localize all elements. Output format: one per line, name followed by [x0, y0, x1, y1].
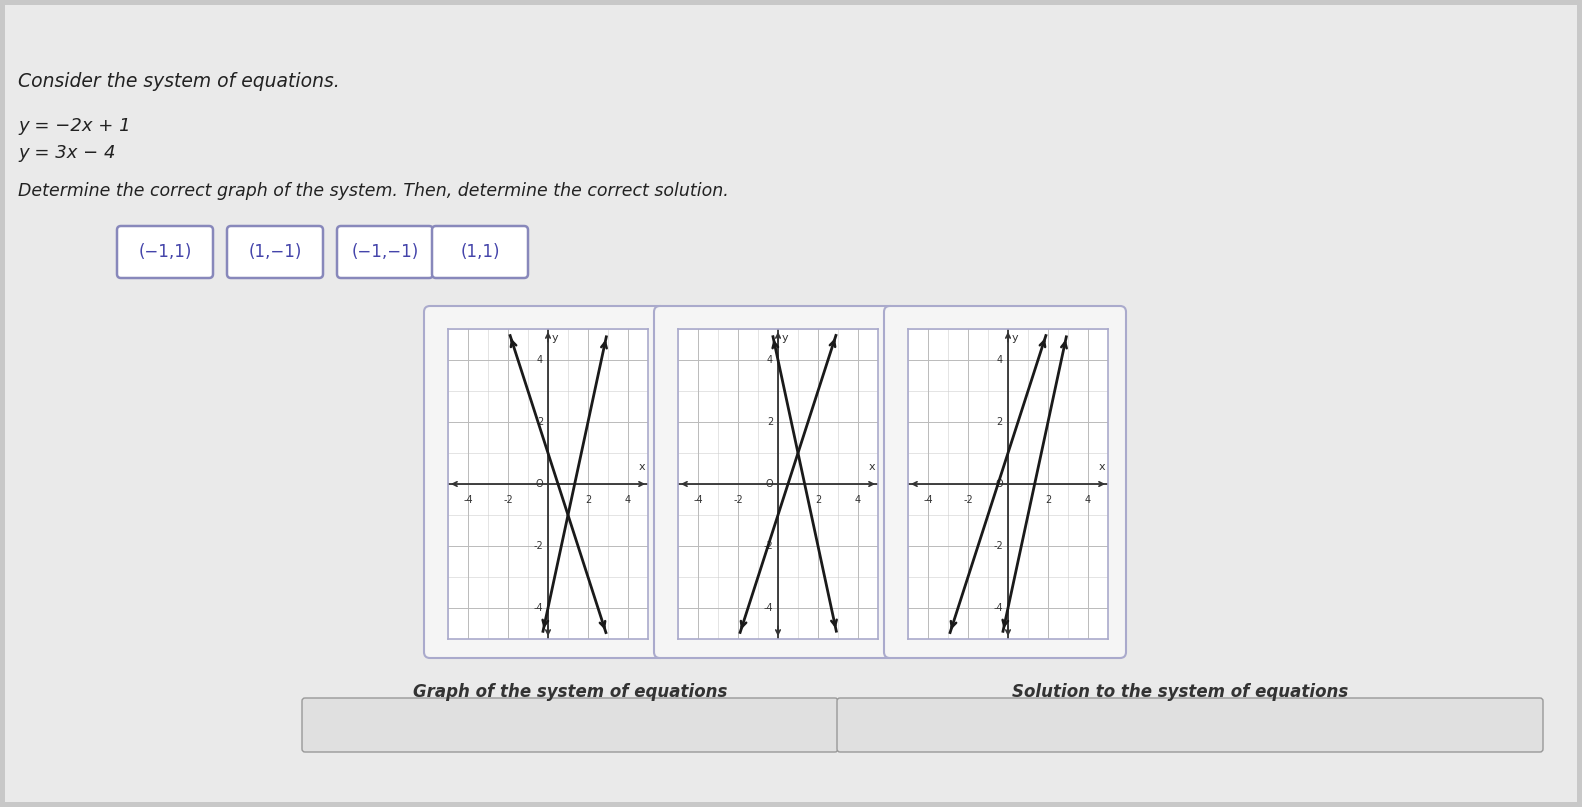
Text: 2: 2 [767, 417, 774, 427]
FancyBboxPatch shape [302, 698, 838, 752]
Text: -2: -2 [732, 495, 744, 505]
Text: -2: -2 [763, 541, 774, 551]
Text: -4: -4 [464, 495, 473, 505]
Text: y: y [1012, 333, 1019, 343]
FancyBboxPatch shape [837, 698, 1542, 752]
FancyBboxPatch shape [5, 5, 1577, 802]
Text: 4: 4 [767, 355, 774, 365]
Text: 2: 2 [1044, 495, 1050, 505]
Text: -4: -4 [924, 495, 933, 505]
FancyBboxPatch shape [337, 226, 433, 278]
Text: x: x [639, 462, 645, 471]
Text: (−1,−1): (−1,−1) [351, 243, 419, 261]
Text: Solution to the system of equations: Solution to the system of equations [1012, 683, 1348, 701]
Text: 4: 4 [625, 495, 631, 505]
Text: 4: 4 [997, 355, 1003, 365]
Text: (−1,1): (−1,1) [138, 243, 191, 261]
FancyBboxPatch shape [653, 306, 895, 658]
Text: 2: 2 [536, 417, 543, 427]
Text: y = −2x + 1: y = −2x + 1 [17, 117, 131, 135]
Text: -4: -4 [693, 495, 702, 505]
Text: -4: -4 [993, 603, 1003, 613]
Text: O: O [535, 479, 543, 489]
Text: y: y [552, 333, 558, 343]
Text: x: x [869, 462, 875, 471]
Text: y = 3x − 4: y = 3x − 4 [17, 144, 115, 162]
Text: 4: 4 [854, 495, 861, 505]
FancyBboxPatch shape [884, 306, 1126, 658]
Text: -4: -4 [533, 603, 543, 613]
Text: Determine the correct graph of the system. Then, determine the correct solution.: Determine the correct graph of the syste… [17, 182, 729, 200]
Text: 2: 2 [997, 417, 1003, 427]
Text: -2: -2 [963, 495, 973, 505]
FancyBboxPatch shape [226, 226, 323, 278]
Text: O: O [995, 479, 1003, 489]
FancyBboxPatch shape [432, 226, 528, 278]
Text: 2: 2 [585, 495, 592, 505]
Text: Graph of the system of equations: Graph of the system of equations [413, 683, 728, 701]
Text: x: x [1098, 462, 1106, 471]
Text: 4: 4 [536, 355, 543, 365]
Text: (1,1): (1,1) [460, 243, 500, 261]
Text: -4: -4 [764, 603, 774, 613]
Text: O: O [766, 479, 774, 489]
Text: 2: 2 [815, 495, 821, 505]
Text: y: y [782, 333, 788, 343]
Text: Consider the system of equations.: Consider the system of equations. [17, 72, 340, 91]
Text: (1,−1): (1,−1) [248, 243, 302, 261]
Text: -2: -2 [533, 541, 543, 551]
Text: -2: -2 [993, 541, 1003, 551]
FancyBboxPatch shape [424, 306, 666, 658]
Text: -2: -2 [503, 495, 513, 505]
FancyBboxPatch shape [117, 226, 214, 278]
Text: 4: 4 [1085, 495, 1092, 505]
